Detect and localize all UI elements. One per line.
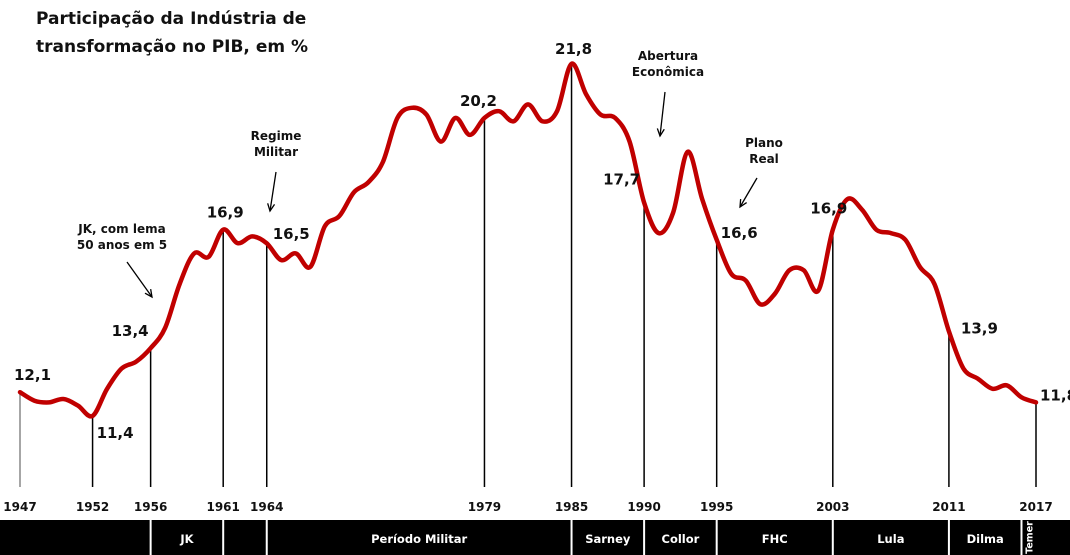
- year-label-1995: 1995: [700, 500, 733, 514]
- year-label-1990: 1990: [627, 500, 660, 514]
- period-label-4: Sarney: [585, 532, 631, 546]
- year-label-1985: 1985: [555, 500, 588, 514]
- period-label-temer: Temer: [1025, 521, 1036, 554]
- value-label-1964: 16,5: [273, 225, 310, 243]
- annotation-arrowhead-0: [144, 289, 153, 299]
- period-label-3: Período Militar: [371, 532, 467, 546]
- period-label-1: JK: [179, 532, 194, 546]
- annotation-arrow-2: [659, 91, 666, 137]
- annotation-2-line-1: Econômica: [632, 65, 704, 79]
- value-label-1947: 12,1: [14, 366, 51, 384]
- value-label-1956: 13,4: [112, 322, 149, 340]
- annotation-arrow-0: [126, 261, 153, 298]
- annotation-0-line-0: JK, com lema: [77, 222, 165, 236]
- annotation-arrowhead-3: [739, 198, 748, 209]
- year-label-1956: 1956: [134, 500, 167, 514]
- annotation-3-line-1: Real: [749, 152, 779, 166]
- year-label-1947: 1947: [3, 500, 36, 514]
- chart-title-line-2: transformação no PIB, em %: [36, 37, 308, 57]
- period-label-5: Collor: [662, 532, 700, 546]
- value-label-2017: 11,8: [1040, 386, 1070, 404]
- annotation-1-line-0: Regime: [251, 129, 302, 143]
- year-label-1964: 1964: [250, 500, 283, 514]
- year-labels: 1947 1952 1956 1961 1964 1979 1985 1990 1995 2003…: [3, 500, 1052, 514]
- period-label-8: Dilma: [967, 532, 1004, 546]
- annotations: JK, com lema 50 anos em 5 Regime Militar Abe…: [77, 49, 783, 299]
- value-labels: 12,1 11,4 13,4 16,9 16,5 20,2 21,8 17,7 16,6 16,9…: [14, 40, 1070, 442]
- year-label-2003: 2003: [816, 500, 849, 514]
- series-line: [17, 61, 1039, 419]
- value-label-1961: 16,9: [207, 204, 244, 222]
- year-label-1979: 1979: [468, 500, 501, 514]
- annotation-arrowhead-1: [267, 203, 276, 213]
- annotation-3-line-0: Plano: [745, 136, 783, 150]
- value-label-1990: 17,7: [603, 171, 640, 189]
- annotation-2-line-0: Abertura: [638, 49, 698, 63]
- year-label-1952: 1952: [76, 500, 109, 514]
- value-label-2011: 13,9: [961, 319, 998, 337]
- annotation-1-line-1: Militar: [254, 145, 298, 159]
- period-bar: JK Período Militar Sarney Collor FHC Lula Dilm…: [0, 520, 1070, 555]
- annotation-0-line-1: 50 anos em 5: [77, 238, 167, 252]
- year-label-2017: 2017: [1019, 500, 1052, 514]
- year-label-2011: 2011: [932, 500, 965, 514]
- period-label-6: FHC: [762, 532, 788, 546]
- value-label-1985: 21,8: [555, 40, 592, 58]
- value-label-2003: 16,9: [810, 200, 847, 218]
- annotation-arrow-1: [269, 171, 277, 212]
- value-label-1979: 20,2: [460, 92, 497, 110]
- annotation-arrowhead-2: [656, 128, 665, 138]
- value-label-1995: 16,6: [721, 224, 758, 242]
- value-label-1952: 11,4: [97, 424, 134, 442]
- chart-title-line-1: Participação da Indústria de: [36, 9, 306, 29]
- annotation-arrow-3: [739, 177, 758, 208]
- period-bar-bg: [0, 520, 1070, 555]
- period-label-7: Lula: [877, 532, 904, 546]
- year-label-1961: 1961: [206, 500, 239, 514]
- drop-lines: [19, 63, 1037, 487]
